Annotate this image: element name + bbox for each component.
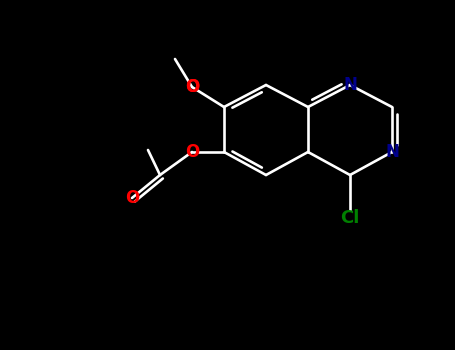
Text: O: O bbox=[185, 78, 199, 96]
Text: O: O bbox=[185, 143, 199, 161]
Text: N: N bbox=[343, 76, 357, 94]
Text: O: O bbox=[125, 189, 139, 207]
Text: N: N bbox=[385, 143, 399, 161]
Text: Cl: Cl bbox=[340, 209, 360, 227]
Text: O: O bbox=[185, 78, 199, 96]
